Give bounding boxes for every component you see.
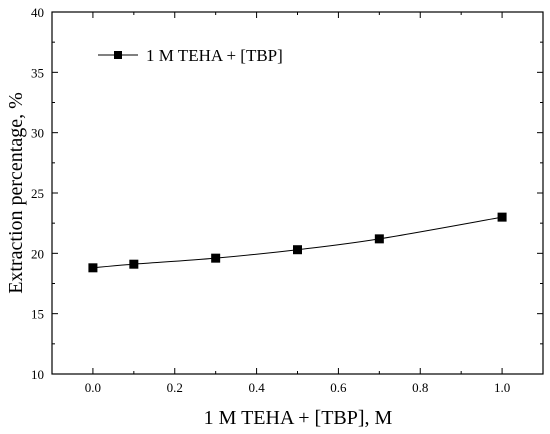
series-layer bbox=[88, 212, 507, 273]
data-point bbox=[374, 234, 384, 244]
legend-label: 1 M TEHA + [TBP] bbox=[146, 46, 283, 65]
series-line bbox=[92, 216, 503, 269]
x-tick-label: 0.2 bbox=[167, 380, 183, 395]
x-axis-title: 1 M TEHA + [TBP], M bbox=[204, 407, 393, 429]
plot-frame bbox=[51, 11, 544, 375]
y-tick-label: 25 bbox=[31, 186, 44, 201]
y-axis-title: Extraction percentage, % bbox=[5, 92, 27, 294]
data-point bbox=[88, 263, 98, 273]
y-tick-label: 30 bbox=[31, 126, 44, 141]
data-point bbox=[129, 259, 139, 269]
x-tick-label: 0.0 bbox=[85, 380, 101, 395]
y-tick-label: 40 bbox=[31, 5, 44, 20]
data-point bbox=[497, 212, 507, 222]
x-tick-label: 0.6 bbox=[330, 380, 347, 395]
y-tick-label: 15 bbox=[31, 307, 44, 322]
data-point bbox=[211, 253, 221, 263]
legend-marker bbox=[114, 51, 122, 59]
x-tick-label: 1.0 bbox=[494, 380, 510, 395]
x-tick-label: 0.4 bbox=[248, 380, 265, 395]
y-tick-label: 35 bbox=[31, 65, 44, 80]
y-tick-label: 10 bbox=[31, 367, 44, 382]
y-tick-label: 20 bbox=[31, 246, 44, 261]
legend: 1 M TEHA + [TBP] bbox=[98, 46, 283, 65]
ticks: 0.0 0.2 0.4 0.6 0.8 1.0 10 15 20 25 30 35 40 bbox=[31, 5, 543, 395]
data-point bbox=[293, 245, 302, 255]
x-tick-label: 0.8 bbox=[412, 380, 428, 395]
